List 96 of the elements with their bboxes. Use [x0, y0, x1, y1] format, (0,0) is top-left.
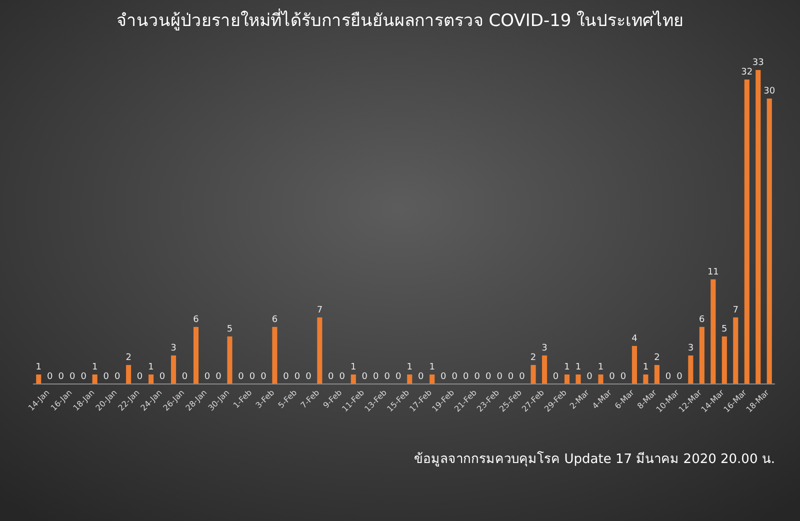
data-label: 0: [586, 372, 593, 382]
data-label: 1: [598, 362, 604, 372]
data-label: 0: [676, 372, 683, 382]
data-label: 4: [632, 334, 638, 344]
chart-title: จำนวนผู้ป่วยรายใหม่ที่ได้รับการยืนยันผลการตรวจ COVID-19 ในประเทศไทย: [116, 8, 684, 31]
data-label: 2: [530, 352, 536, 363]
bar: [542, 355, 548, 384]
data-label: 1: [429, 362, 435, 372]
bar: [699, 326, 704, 384]
data-label: 1: [575, 362, 582, 372]
data-label: 0: [69, 372, 76, 382]
bar: [171, 355, 176, 384]
data-label: 0: [114, 372, 120, 382]
bar: [722, 336, 727, 384]
data-label: 6: [272, 314, 278, 325]
data-label: 1: [564, 362, 570, 372]
data-label: 0: [373, 372, 380, 382]
data-label: 0: [283, 372, 290, 382]
data-label: 5: [226, 324, 233, 334]
data-label: 0: [249, 372, 256, 382]
bar: [272, 326, 278, 384]
data-label: 0: [159, 372, 166, 382]
bar: [733, 317, 738, 384]
data-label: 0: [396, 372, 402, 382]
bar: [430, 374, 435, 384]
bar: [756, 70, 761, 384]
data-label: 1: [350, 362, 356, 372]
data-label: 0: [182, 372, 188, 382]
data-label: 6: [193, 314, 200, 325]
bar: [92, 374, 98, 384]
bar: [576, 374, 581, 384]
text: ข้อมูลจากกรมควบคุมโรค Update 17 มีนาคม 2020 20.00 น.: [414, 451, 775, 467]
data-label: 0: [294, 372, 300, 382]
bar: [126, 364, 132, 384]
bar: [744, 80, 750, 384]
bar: [350, 374, 356, 384]
bar: [193, 326, 199, 384]
bar: [530, 364, 536, 384]
data-label: 0: [80, 372, 87, 382]
data-label: 0: [474, 372, 480, 382]
data-label: 0: [216, 372, 222, 382]
data-label: 1: [406, 362, 412, 372]
data-label: 0: [238, 372, 244, 382]
data-label: 0: [136, 372, 143, 382]
data-label: 11: [707, 267, 719, 278]
bar: [654, 364, 660, 384]
data-label: 6: [699, 314, 706, 325]
data-label: 0: [485, 372, 492, 382]
bar: [688, 355, 694, 384]
data-label: 0: [552, 372, 559, 382]
data-label: 0: [440, 372, 446, 382]
data-label: 0: [103, 372, 110, 382]
data-label: 0: [508, 372, 514, 382]
data-label: 0: [519, 372, 526, 382]
data-label: 30: [764, 86, 776, 97]
bar: [710, 279, 716, 384]
bar: [598, 374, 604, 384]
data-label: 0: [339, 372, 346, 382]
data-label: 0: [620, 372, 626, 382]
data-label: 0: [204, 372, 210, 382]
data-label: 7: [316, 305, 323, 316]
data-label: 0: [46, 372, 53, 382]
data-label: 0: [58, 372, 64, 382]
data-label: 0: [665, 372, 672, 382]
bar: [564, 374, 570, 384]
bar: [407, 374, 412, 384]
data-label: 3: [170, 343, 176, 354]
data-label: 0: [418, 372, 424, 382]
data-label: 7: [732, 305, 739, 316]
data-label: 1: [642, 362, 649, 372]
data-label: 0: [260, 372, 267, 382]
data-label: 0: [328, 372, 334, 382]
bar: [632, 346, 637, 384]
bar: [317, 317, 322, 384]
data-label: 1: [36, 362, 42, 372]
data-label: 5: [722, 324, 728, 334]
bar: [227, 336, 232, 384]
data-label: 1: [148, 362, 154, 372]
data-label: 0: [384, 372, 390, 382]
data-label: 3: [542, 343, 548, 354]
bar: [36, 374, 42, 384]
data-label: 33: [752, 58, 764, 68]
bar: [148, 374, 154, 384]
data-label: 3: [688, 343, 694, 354]
bar: [766, 98, 772, 384]
data-label: 1: [92, 362, 98, 372]
bar: [643, 374, 648, 384]
data-label: 32: [741, 68, 753, 78]
data-label: 0: [496, 372, 503, 382]
data-label: 0: [609, 372, 616, 382]
data-label: 0: [452, 372, 458, 382]
data-label: 0: [306, 372, 312, 382]
data-label: 0: [462, 372, 469, 382]
data-label: 2: [126, 352, 132, 363]
data-label: 2: [654, 352, 660, 363]
data-label: 0: [362, 372, 368, 382]
